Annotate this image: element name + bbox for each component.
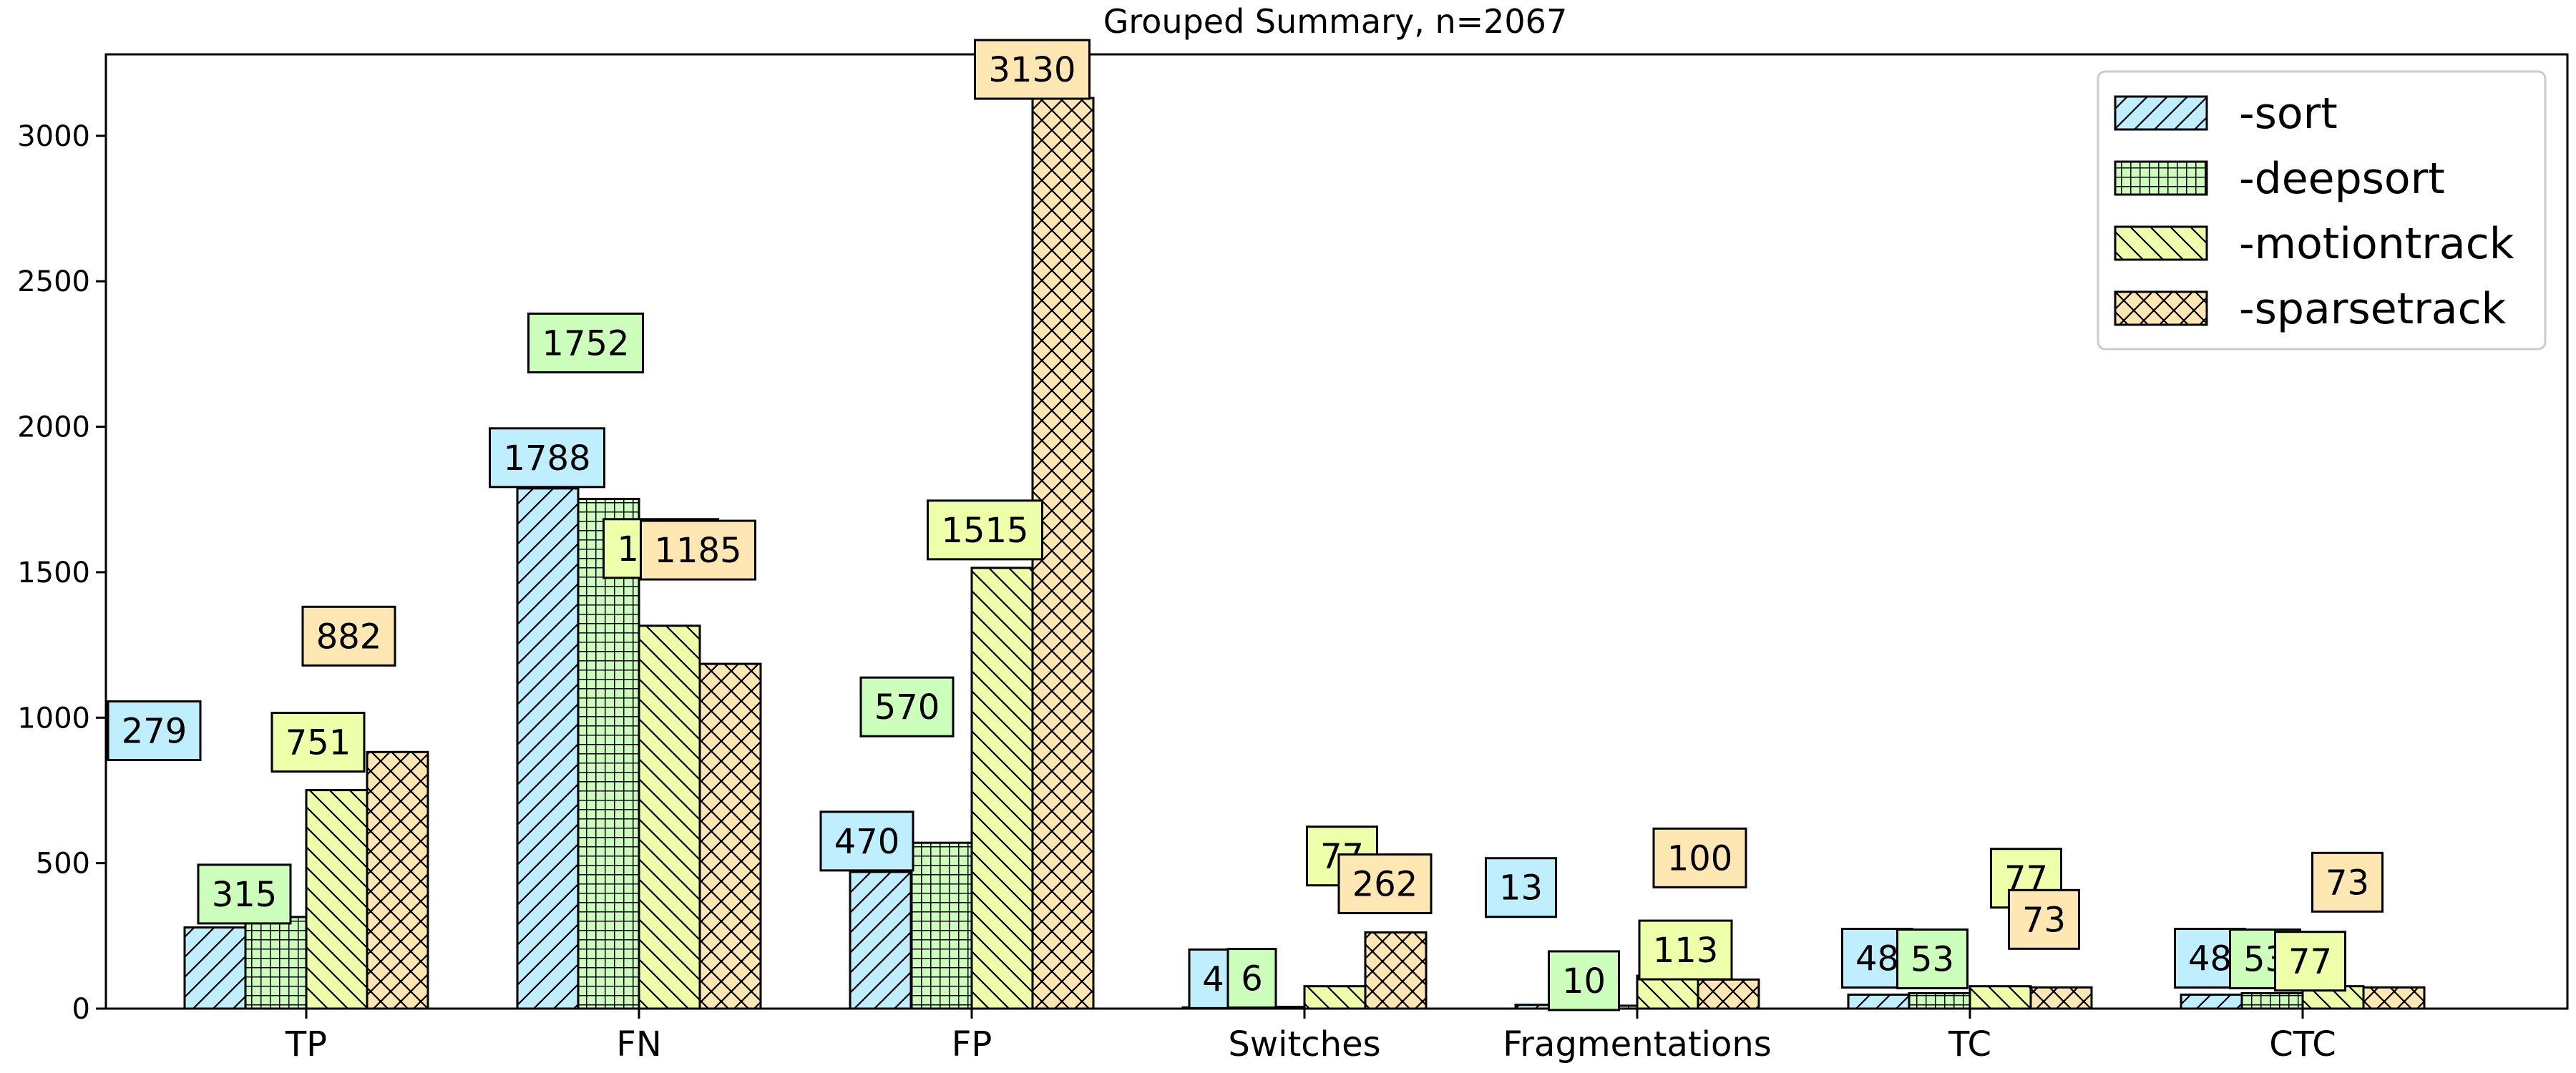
svg-text:1185: 1185 [654, 531, 741, 571]
x-tick-label: FP [952, 1024, 992, 1064]
legend-item: -sparsetrack [2114, 284, 2507, 334]
y-tick-label: 2000 [17, 411, 90, 444]
data-label: 113 [1638, 919, 1733, 981]
svg-text:48: 48 [2188, 939, 2232, 979]
data-label: 315 [197, 863, 292, 925]
data-label: 279 [107, 700, 202, 762]
data-label: 10 [1548, 950, 1620, 1011]
y-tick-label: 1000 [17, 702, 90, 735]
svg-text:-deepsort: -deepsort [2239, 154, 2445, 204]
svg-text:315: 315 [212, 875, 278, 915]
bar [909, 841, 973, 1010]
x-tick-label: TC [1948, 1024, 1991, 1064]
y-tick-label: 500 [36, 848, 90, 881]
svg-text:73: 73 [2326, 863, 2369, 903]
svg-text:3130: 3130 [988, 50, 1075, 90]
data-label: 262 [1337, 853, 1433, 914]
data-label: 13 [1485, 857, 1557, 918]
bar [244, 916, 308, 1010]
bars-layer [183, 97, 2426, 1010]
axes-layer: 0 500 1000 1500 2000 2500 3000 TP FN FP Switches Fr… [17, 53, 2569, 1064]
legend-item: -motiontrack [2114, 219, 2514, 269]
bar [2362, 986, 2426, 1010]
svg-text:77: 77 [2288, 942, 2332, 982]
data-label: 470 [819, 810, 914, 872]
svg-text:100: 100 [1667, 838, 1733, 878]
bar [1847, 993, 1911, 1010]
y-tick-label: 2500 [17, 265, 90, 298]
x-tick-label: CTC [2269, 1024, 2336, 1064]
legend-frame [2097, 70, 2547, 351]
x-tick-label: TP [285, 1024, 327, 1064]
svg-text:1752: 1752 [542, 323, 629, 363]
svg-text:279: 279 [122, 712, 187, 752]
data-label: 751 [270, 712, 366, 773]
bar [516, 487, 580, 1010]
svg-text:10: 10 [1562, 961, 1606, 1001]
bar [1697, 978, 1760, 1010]
svg-text:113: 113 [1653, 931, 1719, 971]
chart-title: Grouped Summary, n=2067 [1103, 2, 1567, 41]
data-label: 100 [1652, 827, 1747, 888]
x-tick-label: Fragmentations [1503, 1024, 1772, 1064]
data-label: 882 [301, 605, 396, 667]
bar [849, 871, 912, 1010]
data-labels-layer: 2791788470413484831517525706105353751131… [107, 39, 2384, 1011]
bar [2240, 991, 2304, 1010]
svg-text:48: 48 [1855, 939, 1899, 979]
svg-text:13: 13 [1499, 868, 1543, 908]
bar [183, 926, 247, 1010]
legend-item: -sort [2114, 89, 2338, 139]
svg-text:73: 73 [2022, 900, 2066, 940]
y-tick-label: 3000 [17, 120, 90, 153]
svg-text:470: 470 [834, 822, 900, 862]
bar [1364, 931, 1428, 1010]
data-label: 1515 [927, 499, 1043, 561]
legend-item: -deepsort [2114, 154, 2445, 204]
y-tick-label: 0 [72, 993, 90, 1026]
x-tick-label: FN [616, 1024, 662, 1064]
bar [638, 624, 701, 1010]
plot-frame [104, 53, 2569, 1010]
bar [577, 497, 640, 1010]
svg-text:1515: 1515 [941, 511, 1028, 551]
svg-text:-sort: -sort [2239, 89, 2338, 139]
data-label: 53 [1896, 928, 1968, 989]
svg-text:570: 570 [874, 687, 940, 727]
bar [1968, 985, 2032, 1010]
x-tick-label: Switches [1228, 1024, 1380, 1064]
svg-text:882: 882 [316, 617, 382, 657]
bar [698, 662, 762, 1010]
bar [1303, 985, 1367, 1010]
svg-text:53: 53 [1911, 939, 1954, 979]
data-label: 73 [2008, 888, 2080, 950]
y-tick-label: 1500 [17, 557, 90, 589]
bar [2180, 993, 2243, 1010]
data-label: 77 [2274, 931, 2346, 992]
data-label: 1752 [527, 312, 644, 373]
bar [366, 750, 429, 1010]
bar [305, 789, 369, 1010]
svg-text:4: 4 [1202, 959, 1224, 999]
bar [1636, 974, 1699, 1010]
legend: -sort -deepsort -motiontrack -sparsetrack [2097, 70, 2547, 351]
bar [970, 567, 1034, 1010]
svg-text:6: 6 [1241, 959, 1263, 999]
data-label: 3130 [974, 39, 1091, 100]
data-label: 1788 [489, 427, 605, 489]
svg-text:-sparsetrack: -sparsetrack [2239, 284, 2507, 334]
data-label: 1185 [640, 519, 756, 581]
bar [1908, 991, 1971, 1010]
svg-text:262: 262 [1352, 864, 1418, 904]
svg-text:1788: 1788 [503, 438, 590, 479]
data-label: 73 [2311, 851, 2384, 913]
data-label: 570 [859, 676, 955, 738]
bar [2029, 986, 2093, 1010]
svg-text:751: 751 [286, 723, 351, 763]
svg-text:-motiontrack: -motiontrack [2239, 219, 2514, 269]
data-label: 6 [1226, 948, 1277, 1009]
